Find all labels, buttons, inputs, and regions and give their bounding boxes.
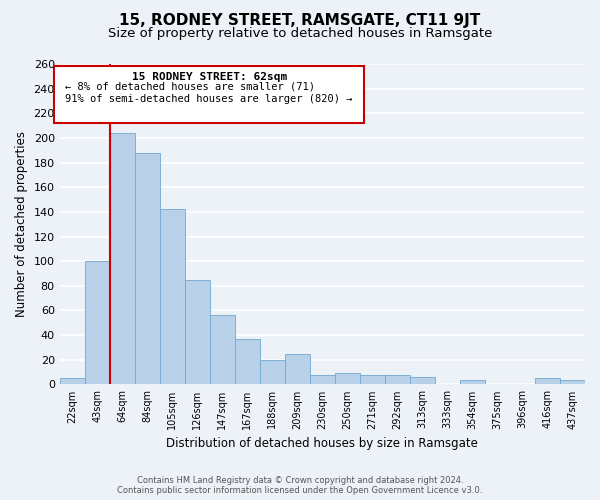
Text: Contains HM Land Registry data © Crown copyright and database right 2024.
Contai: Contains HM Land Registry data © Crown c… [118, 476, 482, 495]
Bar [160, 210, 185, 384]
Bar [59, 378, 85, 384]
Bar [110, 133, 135, 384]
X-axis label: Distribution of detached houses by size in Ramsgate: Distribution of detached houses by size … [166, 437, 478, 450]
Bar [285, 354, 310, 384]
Bar [310, 374, 335, 384]
Text: 15 RODNEY STREET: 62sqm: 15 RODNEY STREET: 62sqm [132, 72, 287, 82]
Bar [460, 380, 485, 384]
Bar [210, 316, 235, 384]
Text: ← 8% of detached houses are smaller (71): ← 8% of detached houses are smaller (71) [65, 82, 315, 92]
Text: 15, RODNEY STREET, RAMSGATE, CT11 9JT: 15, RODNEY STREET, RAMSGATE, CT11 9JT [119, 12, 481, 28]
FancyBboxPatch shape [55, 66, 364, 124]
Bar [260, 360, 285, 384]
Bar [410, 377, 435, 384]
Bar [235, 339, 260, 384]
Bar [185, 280, 210, 384]
Bar [335, 374, 360, 384]
Bar [85, 261, 110, 384]
Bar [560, 380, 585, 384]
Text: 91% of semi-detached houses are larger (820) →: 91% of semi-detached houses are larger (… [65, 94, 352, 104]
Text: Size of property relative to detached houses in Ramsgate: Size of property relative to detached ho… [108, 28, 492, 40]
Y-axis label: Number of detached properties: Number of detached properties [15, 131, 28, 317]
Bar [135, 152, 160, 384]
Bar [360, 374, 385, 384]
Bar [385, 374, 410, 384]
Bar [535, 378, 560, 384]
